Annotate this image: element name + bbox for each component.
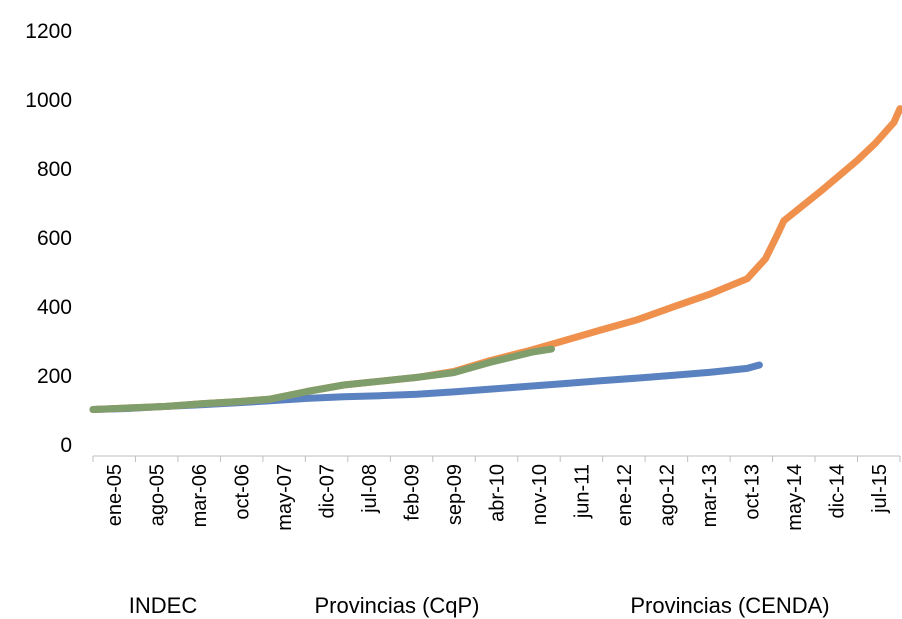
series-lines <box>89 105 902 413</box>
legend: INDEC Provincias (CqP) Provincias (CENDA) <box>129 593 830 618</box>
x-axis: ene-05 ago-05 mar-06 oct-06 may-07 dic-07 jul-… <box>92 455 901 531</box>
x-tick-label: abr-10 <box>487 464 509 522</box>
x-tick-label: dic-07 <box>317 464 339 518</box>
y-tick-label: 600 <box>37 227 72 250</box>
x-tick-label: mar-13 <box>699 464 721 527</box>
x-tick-label: mar-06 <box>189 464 211 527</box>
x-tick-label: sep-09 <box>444 464 466 525</box>
legend-entry-2: Provincias (CqP) <box>314 593 479 618</box>
x-tick-label: may-07 <box>274 464 296 531</box>
legend-entry-3: Provincias (CENDA) <box>630 593 829 618</box>
x-tick-label: ene-12 <box>614 464 636 526</box>
legend-entry-1: INDEC <box>129 593 198 618</box>
series-line-2 <box>89 105 902 413</box>
y-tick-label: 800 <box>37 158 72 181</box>
x-tick-label: feb-09 <box>402 464 424 521</box>
x-tick-label: jul-15 <box>869 464 891 514</box>
x-tick-label: ago-12 <box>656 464 678 526</box>
x-tick-label: oct-06 <box>232 464 254 520</box>
x-tick-label: nov-10 <box>529 464 551 525</box>
x-tick-label: ene-05 <box>104 464 126 526</box>
series-line-3 <box>89 345 555 413</box>
y-tick-label: 400 <box>37 296 72 319</box>
y-tick-label: 1200 <box>25 20 72 43</box>
y-tick-label: 1000 <box>25 89 72 112</box>
x-tick-label: jun-11 <box>571 464 593 519</box>
y-axis-tick-labels: 0 200 400 600 800 1000 1200 <box>25 20 72 457</box>
x-tick-label: oct-13 <box>741 464 763 520</box>
y-tick-label: 0 <box>60 434 72 457</box>
x-tick-label: jul-08 <box>359 464 381 514</box>
x-tick-label: ago-05 <box>147 464 169 526</box>
x-tick-label: may-14 <box>784 464 806 531</box>
y-tick-label: 200 <box>37 365 72 388</box>
x-tick-label: dic-14 <box>826 464 848 518</box>
